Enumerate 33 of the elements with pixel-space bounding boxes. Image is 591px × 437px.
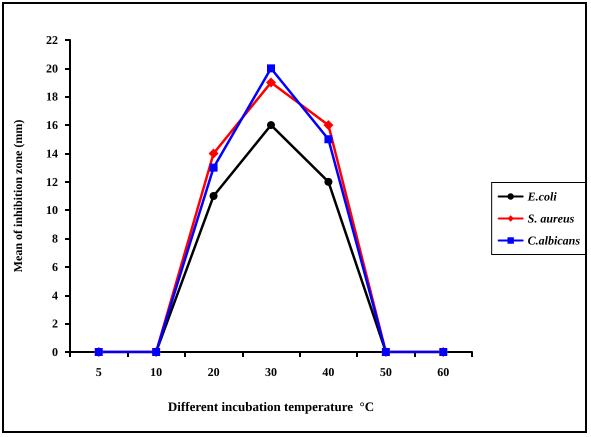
y-tick-label: 2 — [52, 316, 58, 331]
point — [208, 148, 219, 158]
y-tick-label: 18 — [46, 90, 58, 104]
x-tick-label: 60 — [437, 365, 450, 379]
y-tick-label: 4 — [52, 288, 58, 302]
x-tick-label: 5 — [96, 365, 102, 379]
x-tick-label: 20 — [208, 365, 220, 379]
legend-label: E.coli — [526, 190, 558, 204]
point — [324, 178, 332, 186]
point — [266, 78, 276, 88]
y-tick-label: 0 — [52, 345, 58, 359]
point — [323, 120, 334, 130]
y-tick-label: 22 — [46, 33, 58, 47]
x-tick-label: 10 — [150, 365, 162, 379]
y-tick-label: 8 — [52, 232, 58, 246]
y-tick-label: 14 — [46, 146, 58, 160]
point — [210, 164, 218, 172]
y-tick-label: 6 — [52, 260, 58, 274]
x-axis-title: Different incubation temperature °C — [168, 399, 374, 414]
point — [267, 64, 275, 72]
x-tick-label: 40 — [322, 365, 334, 379]
x-tick-label: 30 — [265, 365, 277, 379]
point — [210, 192, 218, 200]
point — [267, 121, 275, 130]
y-tick-label: 20 — [46, 61, 58, 76]
legend-label: C.albicans — [528, 234, 580, 248]
point — [324, 135, 332, 144]
x-tick-label: 50 — [380, 365, 392, 379]
y-axis-title: Mean of inhibition zone (mm) — [11, 120, 25, 272]
y-tick-label: 16 — [46, 118, 58, 132]
y-tick-label: 10 — [46, 203, 58, 218]
legend-label: S. aureus — [528, 212, 575, 226]
y-tick-label: 12 — [46, 174, 58, 189]
